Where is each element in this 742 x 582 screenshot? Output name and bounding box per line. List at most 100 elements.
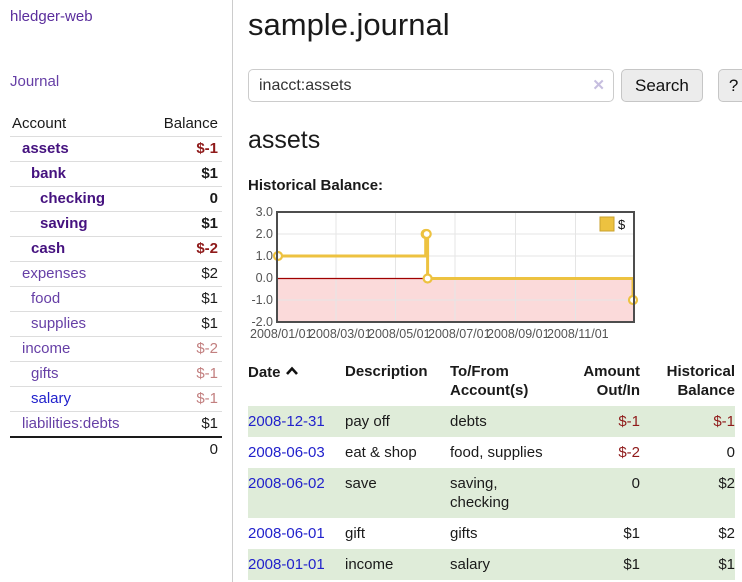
account-link-food[interactable]: food <box>31 290 61 307</box>
account-row: food $1 <box>10 286 222 312</box>
account-balance: $-2 <box>146 336 222 362</box>
transaction-amount: $1 <box>623 525 640 542</box>
svg-text:2008/05/01: 2008/05/01 <box>368 327 431 341</box>
transaction-date-link[interactable]: 2008-06-03 <box>248 444 325 461</box>
account-balance: $1 <box>146 161 222 187</box>
chart-legend: $ <box>599 216 626 232</box>
transaction-balance: $2 <box>718 525 735 542</box>
transaction-amount: $-2 <box>618 444 640 461</box>
main-content: sample.journal ✕ Search ? assets Histori… <box>233 0 742 580</box>
account-row: checking 0 <box>10 186 222 212</box>
transaction-balance: $-1 <box>640 406 735 437</box>
transaction-date-link[interactable]: 2008-06-02 <box>248 475 325 492</box>
svg-text:3.0: 3.0 <box>256 205 273 219</box>
svg-text:0.0: 0.0 <box>256 271 273 285</box>
transaction-accounts: gifts <box>450 525 478 542</box>
svg-text:2008/07/01: 2008/07/01 <box>428 327 491 341</box>
sidebar-item-journal[interactable]: Journal <box>10 73 60 90</box>
accounts-total-value: 0 <box>146 436 222 462</box>
accounts-total-row: 0 <box>10 436 222 462</box>
historical-balance-chart: 3.0 2.0 1.0 0.0 -1.0 -2.0 2008/01/01 200… <box>248 205 718 345</box>
legend-swatch <box>599 216 615 232</box>
account-balance: $1 <box>146 311 222 337</box>
svg-text:2008/11/01: 2008/11/01 <box>547 327 609 341</box>
account-link-supplies[interactable]: supplies <box>31 315 87 332</box>
svg-text:1.0: 1.0 <box>256 249 273 263</box>
accounts-header-balance: Balance <box>163 115 218 132</box>
account-balance: $-1 <box>146 386 222 412</box>
transaction-accounts: food, supplies <box>450 444 543 461</box>
y-axis-labels: 3.0 2.0 1.0 0.0 -1.0 -2.0 <box>251 205 273 329</box>
page-title: sample.journal <box>248 7 450 42</box>
account-link-saving[interactable]: saving <box>40 215 88 232</box>
chart-title: Historical Balance: <box>248 177 384 194</box>
transaction-description: income <box>345 549 450 580</box>
transaction-balance: $2 <box>640 468 735 518</box>
account-row: gifts $-1 <box>10 361 222 387</box>
account-row: expenses $2 <box>10 261 222 287</box>
account-balance: $1 <box>146 211 222 237</box>
account-link-gifts[interactable]: gifts <box>31 365 59 382</box>
transaction-row: 2008-01-01 income salary $1 $1 <box>248 549 735 580</box>
svg-text:2008/03/01: 2008/03/01 <box>309 327 372 341</box>
transaction-description: save <box>345 468 450 518</box>
account-link-cash[interactable]: cash <box>31 240 66 257</box>
account-row: saving $1 <box>10 211 222 237</box>
account-row: supplies $1 <box>10 311 222 337</box>
account-link-assets[interactable]: assets <box>22 140 69 157</box>
accounts-header-account: Account <box>12 115 67 132</box>
column-header-date[interactable]: Date <box>248 360 345 406</box>
account-row: bank $1 <box>10 161 222 187</box>
accounts-header-row: Account Balance <box>10 112 222 137</box>
account-row: liabilities:debts $1 <box>10 411 222 437</box>
legend-label: $ <box>618 217 626 232</box>
account-link-expenses[interactable]: expenses <box>22 265 87 282</box>
transaction-row: 2008-06-01 gift gifts $1 $2 <box>248 518 735 549</box>
account-balance: $-2 <box>146 236 222 262</box>
transaction-accounts: debts <box>450 406 562 437</box>
transaction-description: eat & shop <box>345 444 417 461</box>
column-header-amount: Amount Out/In <box>583 363 640 399</box>
svg-text:-2.0: -2.0 <box>251 315 273 329</box>
column-header-description: Description <box>345 363 428 380</box>
transaction-row: 2008-06-03 eat & shop food, supplies $-2… <box>248 437 735 468</box>
clear-search-icon[interactable]: ✕ <box>592 77 605 94</box>
column-header-tofrom: To/From Account(s) <box>450 363 529 399</box>
transaction-balance: 0 <box>726 444 735 461</box>
svg-text:2.0: 2.0 <box>256 227 273 241</box>
sort-ascending-icon <box>285 362 299 381</box>
account-link-salary[interactable]: salary <box>31 390 72 407</box>
transaction-row: 2008-12-31 pay off debts $-1 $-1 <box>248 406 735 437</box>
account-row: salary $-1 <box>10 386 222 412</box>
account-link-income[interactable]: income <box>22 340 71 357</box>
svg-text:-1.0: -1.0 <box>251 293 273 307</box>
transaction-date-link[interactable]: 2008-01-01 <box>248 556 325 573</box>
account-row: income $-2 <box>10 336 222 362</box>
register-header-row: Date Description To/From Account(s) Amou… <box>248 360 735 406</box>
search-input[interactable] <box>248 69 614 102</box>
app-title-link[interactable]: hledger-web <box>10 8 93 25</box>
account-link-checking[interactable]: checking <box>40 190 106 207</box>
account-link-liabilities-debts[interactable]: liabilities:debts <box>22 415 120 432</box>
chart-canvas: 3.0 2.0 1.0 0.0 -1.0 -2.0 2008/01/01 200… <box>250 205 639 341</box>
account-link-bank[interactable]: bank <box>31 165 67 182</box>
transaction-amount: $1 <box>562 549 640 580</box>
account-balance: $1 <box>146 286 222 312</box>
transaction-balance: $1 <box>640 549 735 580</box>
transaction-description: pay off <box>345 406 450 437</box>
transaction-amount: $-1 <box>562 406 640 437</box>
transaction-row: 2008-06-02 save saving, checking 0 $2 <box>248 468 735 518</box>
transaction-date-link[interactable]: 2008-06-01 <box>248 525 325 542</box>
account-row: cash $-2 <box>10 236 222 262</box>
column-header-balance: Historical Balance <box>666 363 735 399</box>
account-row: assets $-1 <box>10 136 222 162</box>
transaction-accounts: salary <box>450 549 562 580</box>
help-button[interactable]: ? <box>717 69 742 102</box>
account-balance: $-1 <box>146 361 222 387</box>
plot-border <box>276 211 635 323</box>
account-heading: assets <box>248 126 321 154</box>
transaction-date-link[interactable]: 2008-12-31 <box>248 413 325 430</box>
search-button[interactable]: Search <box>621 69 703 102</box>
transaction-amount: 0 <box>562 468 640 518</box>
svg-text:2008/01/01: 2008/01/01 <box>250 327 313 341</box>
